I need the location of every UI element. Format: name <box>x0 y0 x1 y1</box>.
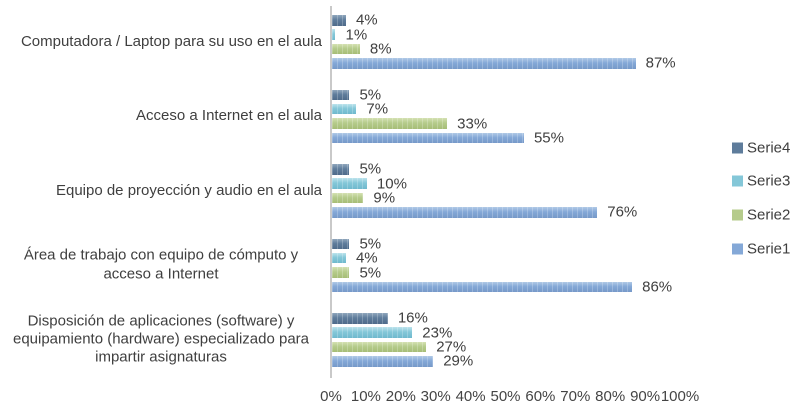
bar-value-label: 5% <box>359 264 382 282</box>
bar-serie3 <box>332 29 336 40</box>
legend-item-serie3: Serie3 <box>732 173 790 190</box>
category-label: Disposición de aplicaciones (software) y… <box>12 312 309 366</box>
value-axis-line <box>330 6 332 378</box>
legend-item-serie1: Serie1 <box>732 240 790 257</box>
bar-serie2 <box>332 43 360 55</box>
x-axis-tick-label: 20% <box>385 388 416 405</box>
x-axis-tick-label: 50% <box>490 388 521 405</box>
bar-serie3 <box>332 178 367 189</box>
x-axis-tick-label: 0% <box>320 388 342 405</box>
bar-serie4 <box>332 238 350 249</box>
legend-item-serie4: Serie4 <box>732 139 790 156</box>
category-label: Equipo de proyección y audio en el aula <box>55 181 322 199</box>
bar-serie3 <box>332 327 413 338</box>
bar-value-label: 4% <box>355 249 378 267</box>
bar-value-label: 55% <box>533 129 564 147</box>
legend-swatch-icon <box>732 142 743 153</box>
x-axis-tick-label: 30% <box>420 388 451 405</box>
x-axis-tick-label: 100% <box>660 388 700 405</box>
bar-value-label: 5% <box>359 235 382 253</box>
bar-value-label: 33% <box>457 115 488 133</box>
bar-value-label: 16% <box>397 309 428 327</box>
bar-value-label: 23% <box>422 324 453 342</box>
x-axis-tick-label: 10% <box>350 388 381 405</box>
x-axis-tick-label: 70% <box>560 388 591 405</box>
bar-serie3 <box>332 103 357 115</box>
bar-value-label: 5% <box>359 86 382 104</box>
bar-value-label: 1% <box>345 26 368 44</box>
legend-label: Serie1 <box>747 240 791 258</box>
bar-value-label: 76% <box>607 203 638 221</box>
x-axis-tick-label: 60% <box>525 388 556 405</box>
category-label: Computadora / Laptop para su uso en el a… <box>20 32 322 50</box>
category-label: Área de trabajo con equipo de cómputo y … <box>23 247 299 283</box>
x-axis-tick-label: 90% <box>630 388 661 405</box>
legend-label: Serie2 <box>747 206 791 224</box>
bar-serie4 <box>332 164 350 175</box>
bar-serie2 <box>332 341 427 353</box>
bar-value-label: 7% <box>366 100 389 118</box>
bar-serie1 <box>332 281 633 293</box>
bar-serie2 <box>332 192 364 204</box>
bar-value-label: 27% <box>436 338 467 356</box>
bar-value-label: 5% <box>359 160 382 178</box>
bar-value-label: 29% <box>443 352 474 370</box>
x-axis-tick-label: 40% <box>455 388 486 405</box>
bar-value-label: 9% <box>373 189 396 207</box>
legend-swatch-icon <box>732 243 743 255</box>
x-axis-tick-label: 80% <box>595 388 626 405</box>
bar-serie1 <box>332 356 434 367</box>
legend-swatch-icon <box>732 175 743 187</box>
bar-serie1 <box>332 132 524 144</box>
bar-value-label: 87% <box>645 54 676 72</box>
bar-value-label: 10% <box>376 175 407 193</box>
bar-serie3 <box>332 252 346 264</box>
legend-label: Serie4 <box>747 139 791 156</box>
legend-swatch-icon <box>732 209 743 221</box>
bar-serie1 <box>332 207 598 218</box>
bar-value-label: 8% <box>369 40 392 58</box>
category-label: Acceso a Internet en el aula <box>136 107 322 125</box>
bar-serie2 <box>332 267 350 278</box>
bar-serie2 <box>332 118 448 129</box>
bar-serie1 <box>332 58 636 69</box>
legend-item-serie2: Serie2 <box>732 207 790 224</box>
bar-serie4 <box>332 15 346 26</box>
bar-value-label: 86% <box>642 278 673 296</box>
legend-label: Serie3 <box>747 172 791 190</box>
bar-serie4 <box>332 313 388 324</box>
bar-serie4 <box>332 89 350 100</box>
bar-value-label: 4% <box>355 11 378 29</box>
